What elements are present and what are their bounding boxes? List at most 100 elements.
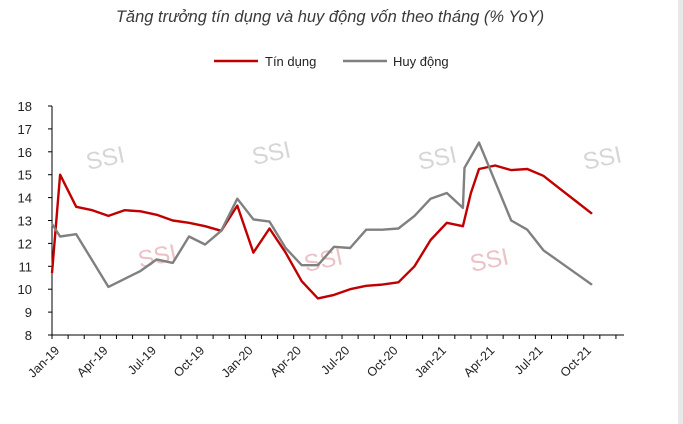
- x-tick-label: Oct-19: [171, 343, 207, 379]
- series-point-0: [510, 169, 512, 171]
- watermark-ssi: SSI: [468, 243, 511, 277]
- series-point-1: [301, 264, 303, 266]
- series-point-1: [140, 270, 142, 272]
- series-point-0: [349, 288, 351, 290]
- series-point-0: [575, 200, 577, 202]
- series-point-0: [204, 225, 206, 227]
- series-point-0: [430, 239, 432, 241]
- series-point-0: [591, 213, 593, 215]
- series-point-1: [558, 261, 561, 263]
- y-tick-label: 8: [25, 328, 32, 343]
- y-tick-label: 17: [18, 122, 32, 137]
- x-tick-label: Jan-21: [412, 343, 449, 380]
- series-point-1: [591, 284, 593, 286]
- x-tick-label: Jul-20: [318, 343, 352, 377]
- series-point-0: [494, 164, 496, 167]
- y-tick-label: 9: [25, 305, 32, 320]
- series-point-1: [172, 262, 174, 264]
- y-tick-label: 18: [18, 99, 32, 114]
- series-point-1: [510, 219, 512, 222]
- series-point-1: [333, 246, 335, 248]
- x-tick-label: Apr-20: [268, 343, 304, 379]
- series-point-0: [107, 215, 109, 217]
- series-point-0: [285, 252, 287, 254]
- series-point-1: [381, 229, 383, 231]
- y-tick-label: 14: [18, 191, 32, 206]
- series-point-0: [172, 219, 174, 222]
- series-point-1: [542, 249, 545, 251]
- series-point-0: [59, 174, 61, 176]
- x-tick-label: Jan-19: [25, 343, 62, 380]
- series-layer: [50, 141, 593, 300]
- series-point-1: [526, 229, 528, 231]
- series-point-1: [268, 221, 271, 223]
- series-point-1: [397, 227, 399, 230]
- y-tick-label: 11: [19, 259, 33, 274]
- y-tick-label: 13: [18, 214, 32, 229]
- series-point-1: [462, 207, 464, 209]
- series-point-1: [220, 230, 222, 232]
- y-tick-label: 10: [18, 282, 32, 297]
- series-point-1: [463, 167, 466, 169]
- x-tick-label: Jan-20: [219, 343, 256, 380]
- series-point-1: [317, 264, 319, 266]
- series-point-1: [236, 198, 238, 200]
- legend-label-tin-dung: Tín dụng: [265, 54, 316, 69]
- series-point-1: [123, 278, 126, 280]
- series-point-1: [494, 181, 496, 183]
- series-point-0: [140, 210, 142, 212]
- watermark-ssi: SSI: [250, 136, 293, 170]
- series-point-1: [575, 272, 577, 274]
- series-point-1: [188, 235, 190, 238]
- series-line-0: [50, 164, 593, 300]
- series-point-0: [446, 222, 448, 224]
- series-point-0: [123, 209, 126, 211]
- watermark-ssi: SSI: [84, 141, 127, 175]
- legend-label-huy-dong: Huy động: [393, 54, 449, 69]
- series-point-1: [107, 286, 109, 288]
- series-point-1: [285, 247, 287, 249]
- series-point-1: [349, 247, 351, 249]
- series-point-0: [542, 175, 545, 177]
- series-point-0: [188, 222, 190, 224]
- x-tick-label: Apr-19: [74, 343, 110, 379]
- axes: 8 9 10 11 12 13 14 15 16 17 18 Jan-19 Apr-19 Jul-19 Oc…: [18, 99, 624, 380]
- y-tick-label: 12: [18, 236, 32, 251]
- series-point-1: [75, 233, 77, 235]
- series-point-0: [252, 252, 254, 254]
- series-point-0: [317, 297, 319, 299]
- watermark-ssi: SSI: [581, 141, 624, 175]
- series-point-0: [51, 272, 53, 274]
- series-point-0: [301, 280, 303, 282]
- series-point-0: [462, 225, 464, 227]
- series-point-0: [413, 265, 416, 267]
- series-point-0: [397, 281, 399, 283]
- series-point-0: [365, 285, 367, 287]
- watermark-ssi: SSI: [416, 141, 459, 175]
- series-point-0: [268, 227, 271, 230]
- series-point-1: [51, 223, 53, 225]
- series-point-1: [413, 215, 416, 217]
- series-point-0: [333, 294, 335, 296]
- series-point-0: [381, 284, 383, 286]
- series-point-1: [59, 235, 61, 238]
- series-point-0: [156, 214, 158, 216]
- series-point-0: [558, 187, 561, 189]
- legend: Tín dụng Huy động: [214, 54, 449, 69]
- series-point-0: [75, 206, 77, 208]
- watermarks: SSI SSI SSI SSI SSI SSI SSI: [84, 136, 624, 277]
- x-tick-label: Apr-21: [461, 343, 497, 379]
- series-point-1: [156, 258, 158, 260]
- x-tick-label: Jul-21: [512, 343, 546, 377]
- series-point-1: [478, 142, 480, 144]
- right-border-strip: [678, 0, 683, 424]
- series-point-0: [470, 192, 472, 194]
- series-point-1: [430, 198, 432, 200]
- series-point-0: [91, 209, 93, 211]
- y-tick-label: 16: [18, 145, 32, 160]
- series-point-1: [365, 229, 367, 231]
- series-point-0: [236, 205, 238, 207]
- series-point-1: [252, 218, 254, 220]
- series-point-0: [478, 168, 480, 170]
- x-tick-label: Jul-19: [125, 343, 159, 377]
